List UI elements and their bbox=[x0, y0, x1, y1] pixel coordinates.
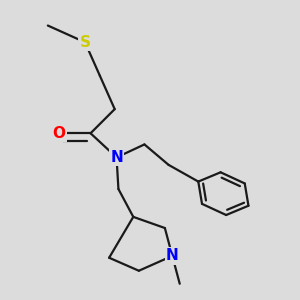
Text: N: N bbox=[110, 150, 123, 165]
Text: N: N bbox=[166, 248, 179, 263]
Text: O: O bbox=[52, 126, 65, 141]
Text: S: S bbox=[80, 35, 91, 50]
